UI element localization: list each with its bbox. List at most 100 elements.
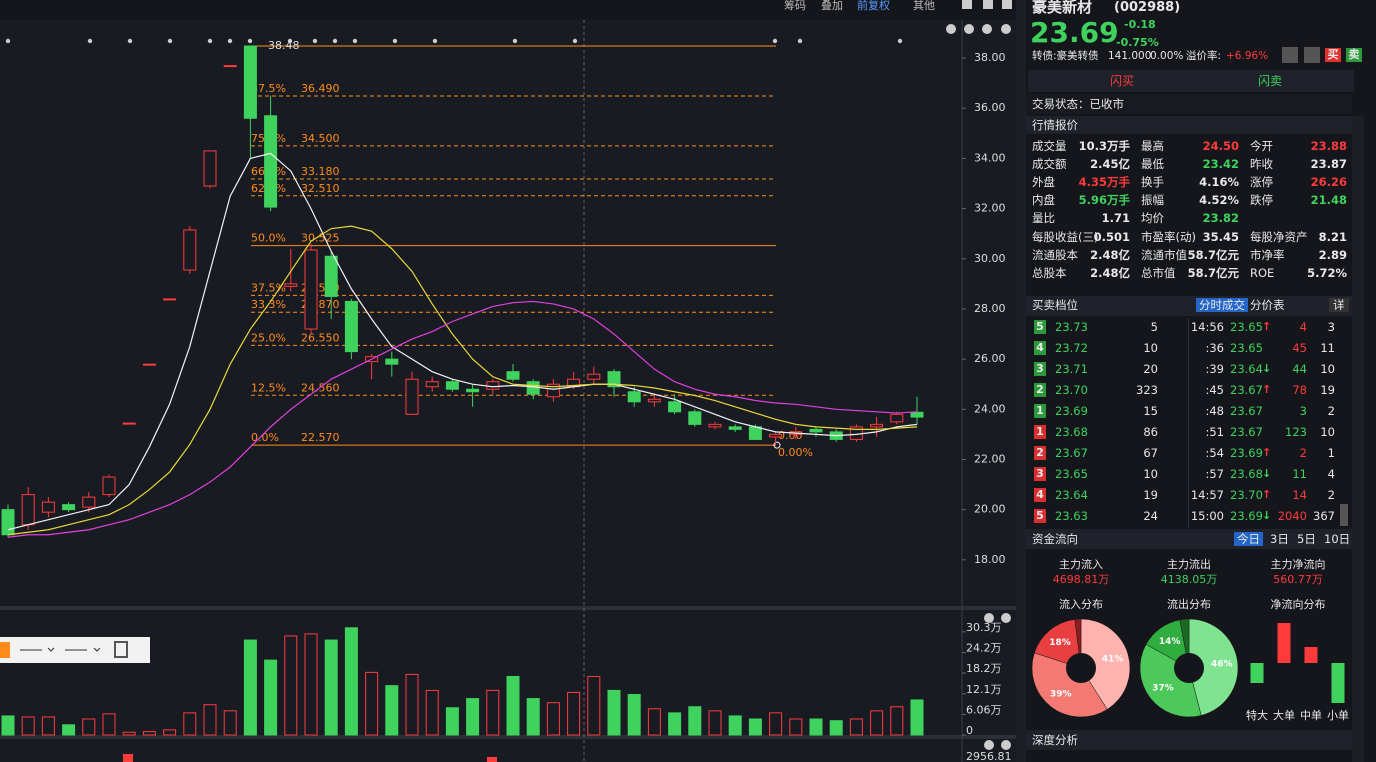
trash-icon[interactable] bbox=[114, 641, 128, 658]
dropdowns[interactable] bbox=[20, 647, 101, 652]
panel-icons[interactable] bbox=[946, 24, 1011, 750]
fib-low-label: 0.00% bbox=[778, 446, 813, 459]
quote-label: 每股收益(三) bbox=[1032, 230, 1099, 244]
flash-buy-bg[interactable] bbox=[1028, 70, 1198, 92]
trade-count: 10 bbox=[1320, 362, 1335, 376]
stat-label: 主力流出 bbox=[1167, 558, 1211, 571]
toolbar-item[interactable]: 叠加 bbox=[821, 0, 843, 12]
pie-label: 18% bbox=[1049, 638, 1071, 648]
event-dot bbox=[572, 38, 578, 44]
book-price: 23.68 bbox=[1055, 425, 1088, 439]
volume-bar bbox=[708, 710, 722, 736]
quote-label: 跌停 bbox=[1250, 193, 1273, 207]
trade-count: 4 bbox=[1327, 467, 1335, 481]
buy-button[interactable]: 买 bbox=[1325, 48, 1341, 62]
fib-value: 26.550 bbox=[301, 331, 340, 344]
y-tick-label: 30.3万 bbox=[966, 621, 1002, 634]
book-volume: 20 bbox=[1143, 362, 1158, 376]
trade-count: 2 bbox=[1327, 488, 1335, 502]
candle-body bbox=[1, 509, 15, 536]
add-button[interactable] bbox=[1282, 47, 1298, 63]
pie-slice bbox=[1031, 652, 1108, 718]
toolbar-item[interactable]: 前复权 bbox=[857, 0, 890, 12]
toolbar-icons[interactable] bbox=[962, 0, 1012, 9]
volume-bar bbox=[445, 707, 459, 736]
trade-price: 23.70 bbox=[1230, 488, 1263, 502]
candle-body bbox=[546, 383, 560, 398]
stat-value: 560.77万 bbox=[1273, 573, 1323, 586]
sell-button[interactable]: 卖 bbox=[1346, 48, 1362, 62]
trade-count: 10 bbox=[1320, 425, 1335, 439]
trade-price: 23.67 bbox=[1230, 383, 1263, 397]
alert-button[interactable] bbox=[1304, 47, 1320, 63]
candle-body bbox=[587, 373, 601, 380]
toolbar-item[interactable]: 筹码 bbox=[784, 0, 806, 12]
trade-volume: 2 bbox=[1299, 446, 1307, 460]
tab[interactable]: 详 bbox=[1329, 298, 1349, 312]
flash-buy[interactable]: 闪买 bbox=[1110, 74, 1135, 88]
divider bbox=[1188, 318, 1189, 528]
quote-value: 26.26 bbox=[1310, 175, 1347, 189]
book-price: 23.67 bbox=[1055, 446, 1088, 460]
tab[interactable]: 分时成交 bbox=[1196, 298, 1248, 312]
fib-value: 32.510 bbox=[301, 182, 340, 195]
flash-sell-bg[interactable] bbox=[1198, 70, 1354, 92]
y-tick-label: 18.00 bbox=[974, 553, 1006, 566]
quote-value: 21.48 bbox=[1310, 193, 1347, 207]
fib-value: 36.490 bbox=[301, 82, 340, 95]
candle-body bbox=[668, 401, 682, 413]
candle-body bbox=[163, 298, 177, 301]
change-pct: -0.75% bbox=[1116, 36, 1159, 49]
toolbar-item[interactable]: 其他 bbox=[913, 0, 935, 12]
candle-body bbox=[385, 358, 399, 365]
candle-body bbox=[627, 391, 641, 403]
candle-body bbox=[506, 371, 520, 380]
volume-bar bbox=[466, 698, 480, 736]
volume-bar bbox=[243, 639, 257, 736]
tab[interactable]: 分价表 bbox=[1250, 298, 1285, 312]
volume-bar bbox=[910, 699, 924, 736]
net-label: 特大 bbox=[1246, 708, 1268, 722]
candle-body bbox=[203, 150, 217, 187]
trade-volume: 14 bbox=[1292, 488, 1307, 502]
fib-pct: 50.0% bbox=[251, 232, 286, 245]
trade-time: :51 bbox=[1205, 425, 1224, 439]
trade-count: 1 bbox=[1327, 446, 1335, 460]
candle-body bbox=[264, 115, 278, 208]
scroll-thumb[interactable] bbox=[1340, 504, 1348, 526]
bond-price: 141.000 bbox=[1108, 50, 1152, 62]
y-tick-label: 28.00 bbox=[974, 302, 1006, 315]
quote-value: 2.48亿 bbox=[1090, 266, 1130, 280]
trade-arrow: ↑ bbox=[1262, 446, 1272, 459]
trade-price: 23.67 bbox=[1230, 404, 1263, 418]
volume-bar bbox=[769, 712, 783, 736]
volume-bar bbox=[365, 671, 379, 736]
book-volume: 15 bbox=[1143, 404, 1158, 418]
net-label: 小单 bbox=[1327, 709, 1349, 722]
candle-body bbox=[769, 433, 783, 438]
volume-bar bbox=[163, 729, 177, 736]
quote-value: 2.45亿 bbox=[1090, 157, 1130, 171]
book-price: 23.65 bbox=[1055, 467, 1088, 481]
candle-body bbox=[284, 283, 298, 287]
tab[interactable]: 今日 bbox=[1234, 532, 1263, 546]
candle-body bbox=[324, 255, 338, 297]
volume-bar bbox=[627, 693, 641, 736]
volume-bar bbox=[324, 639, 338, 736]
volume-bar bbox=[647, 708, 661, 736]
net-bar bbox=[1304, 647, 1318, 663]
fib-pct: 12.5% bbox=[251, 381, 286, 394]
quote-label: 振幅 bbox=[1141, 193, 1164, 207]
trade-volume: 11 bbox=[1292, 467, 1307, 481]
tab[interactable]: 5日 bbox=[1297, 532, 1316, 546]
level-badge: 3 bbox=[1034, 467, 1046, 481]
tab[interactable]: 3日 bbox=[1270, 532, 1289, 546]
flash-sell[interactable]: 闪卖 bbox=[1258, 74, 1283, 88]
volume-bar bbox=[1, 715, 15, 736]
volume-bar bbox=[829, 720, 843, 736]
tab[interactable]: 10日 bbox=[1324, 532, 1351, 546]
color-swatch[interactable] bbox=[0, 642, 10, 658]
candle-body bbox=[405, 378, 419, 415]
fib-pct: 25.0% bbox=[251, 331, 286, 344]
event-dot bbox=[772, 38, 778, 44]
